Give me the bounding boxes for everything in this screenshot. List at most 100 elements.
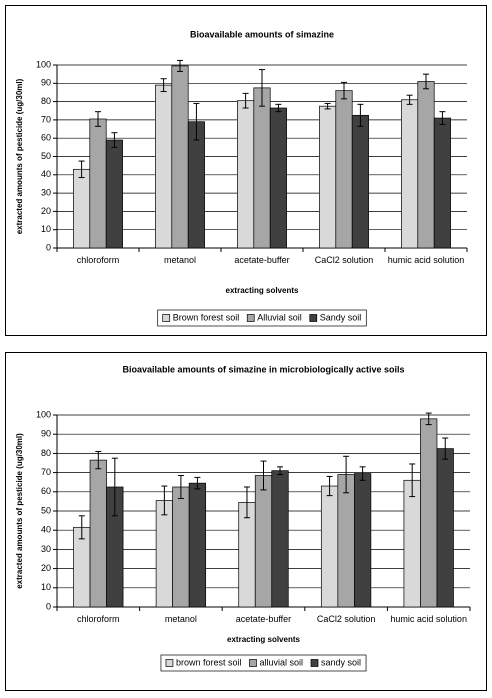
y-axis-title: extracted amounts of pesticide (ug/30ml) [15, 78, 24, 234]
legend-label: Sandy soil [320, 312, 362, 322]
y-tick-label: 60 [41, 133, 51, 143]
error-bar [324, 102, 331, 110]
error-bar [425, 412, 432, 426]
error-bar [341, 81, 347, 100]
bar [89, 459, 107, 608]
legend-swatch [165, 659, 174, 667]
bar [436, 448, 454, 608]
bar [401, 99, 419, 249]
x-axis-title: extracting solvents [226, 286, 299, 295]
bar [254, 475, 273, 608]
error-bar [78, 160, 85, 179]
bar [403, 479, 421, 608]
y-tick-label: 30 [41, 187, 51, 197]
x-tick-label: metanol [164, 614, 197, 624]
x-tick-label: CaCl2 solution [316, 614, 376, 624]
x-tick-label-box: humic acid solution [387, 255, 465, 265]
y-tick-label: 10 [41, 224, 51, 234]
error-bar [277, 466, 284, 476]
x-tick-label-box: chloroform [77, 614, 120, 624]
error-bar [194, 476, 201, 490]
legend-box [157, 309, 367, 327]
bar [73, 168, 91, 249]
x-tick-label-box: CaCl2 solution [316, 614, 376, 624]
error-bar [95, 450, 102, 470]
x-tick-label: metanol [163, 255, 197, 265]
y-axis-title: extracted amounts of pesticide (ug/30ml) [15, 433, 24, 589]
x-tick-label: chloroform [77, 614, 120, 624]
x-tick-label-box: metanol [163, 255, 197, 265]
y-tick-label: 100 [36, 59, 51, 69]
bar [337, 474, 355, 608]
bar [417, 81, 435, 249]
bar [320, 485, 339, 608]
error-bar [357, 103, 364, 127]
x-tick-label-box: metanol [164, 614, 197, 624]
error-bar [260, 460, 267, 491]
error-bar [111, 132, 118, 148]
bar [155, 500, 173, 608]
y-tick-label: 20 [41, 206, 51, 216]
bar [351, 114, 369, 249]
x-tick-label-box: acetate-buffer [234, 255, 290, 265]
legend-box [160, 654, 367, 672]
y-tick-label: 80 [41, 96, 51, 106]
chart-title: Bioavailable amounts of simazine [190, 29, 334, 39]
bar [269, 107, 287, 249]
error-bar [275, 103, 282, 113]
legend-swatch [310, 659, 319, 667]
error-bar [409, 463, 416, 498]
x-tick-label-box: CaCl2 solution [314, 255, 374, 265]
legend: Brown forest soil Alluvial soil Sandy soil [157, 309, 367, 327]
y-tick-label: 100 [36, 409, 51, 419]
error-bar [78, 515, 85, 540]
x-tick-label: humic acid solution [387, 255, 465, 265]
y-tick-label: 40 [41, 169, 51, 179]
bar [433, 117, 451, 249]
bar [155, 84, 173, 249]
x-tick-label-box: chloroform [76, 255, 120, 265]
error-bar [406, 94, 413, 105]
error-bar [177, 474, 184, 500]
y-tick-label: 70 [41, 467, 51, 477]
error-bar [343, 455, 350, 494]
legend-swatch [249, 659, 257, 667]
error-bar [423, 73, 429, 90]
legend-label: Alluvial soil [257, 312, 302, 322]
legend: brown forest soil alluvial soil sandy soil [160, 654, 367, 672]
bar [171, 65, 189, 249]
legend-swatch [246, 314, 255, 322]
x-tick-label: chloroform [76, 255, 120, 265]
error-bar [95, 111, 101, 127]
error-bar [161, 485, 168, 516]
x-tick-label: CaCl2 solution [314, 255, 374, 265]
bar [89, 118, 107, 249]
y-tick-label: 10 [41, 582, 51, 592]
error-bar [111, 457, 118, 517]
legend-label: alluvial soil [259, 657, 303, 667]
y-tick-label: 30 [41, 544, 51, 554]
error-bar [242, 92, 249, 109]
legend-swatch [162, 314, 171, 322]
error-bar [160, 78, 167, 93]
x-axis-title: extracting solvents [227, 635, 300, 644]
bar [420, 418, 438, 608]
bar [271, 470, 289, 608]
y-tick-label: 60 [41, 486, 51, 496]
bar [105, 139, 123, 249]
error-bar [326, 475, 333, 497]
error-bar [193, 102, 200, 141]
y-tick-label: 50 [41, 151, 51, 161]
y-tick-label: 90 [41, 78, 51, 88]
bar [253, 87, 271, 249]
bar [354, 473, 372, 608]
x-tick-label: acetate-buffer [234, 255, 290, 265]
y-tick-label: 80 [41, 448, 51, 458]
legend-swatch [309, 314, 318, 322]
chart-title: Bioavailable amounts of simazine in micr… [122, 364, 404, 374]
bar [335, 90, 353, 249]
x-tick-label: humic acid solution [390, 614, 467, 624]
y-tick-label: 40 [41, 525, 51, 535]
error-bar [177, 59, 183, 72]
bar [187, 121, 205, 249]
